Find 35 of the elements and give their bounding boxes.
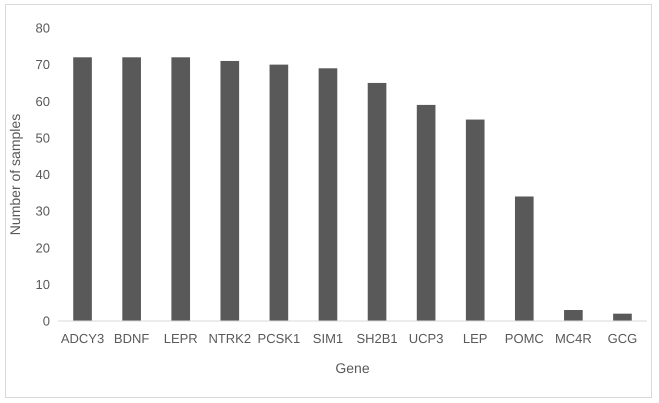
bar xyxy=(270,64,288,321)
bar xyxy=(171,57,190,321)
bar xyxy=(220,60,240,321)
x-tick-label: SIM1 xyxy=(312,331,344,346)
y-tick-label: 10 xyxy=(36,276,50,292)
x-tick-label: SH2B1 xyxy=(356,331,398,346)
x-tick-label: GCG xyxy=(608,331,638,346)
y-tick-label: 30 xyxy=(36,204,50,219)
y-tick-label: 80 xyxy=(36,20,50,36)
bar xyxy=(368,82,386,321)
x-tick-label: MC4R xyxy=(554,331,592,346)
x-tick-label: NTRK2 xyxy=(208,331,252,346)
x-tick-label: LEP xyxy=(462,331,488,346)
x-tick-label: PCSK1 xyxy=(258,331,300,346)
x-axis-title: Gene xyxy=(335,360,370,376)
bar xyxy=(416,104,436,321)
bar xyxy=(73,57,92,321)
x-tick-label: LEPR xyxy=(164,331,198,346)
x-tick-label: UCP3 xyxy=(408,331,444,346)
bar xyxy=(613,314,632,321)
y-tick-label: 0 xyxy=(42,314,50,329)
y-tick-label: 60 xyxy=(36,94,50,109)
bar xyxy=(514,196,534,321)
x-tick-label: BDNF xyxy=(114,331,150,346)
y-tick-label: 20 xyxy=(36,240,50,256)
x-tick-label: POMC xyxy=(504,331,544,346)
y-tick-label: 50 xyxy=(36,130,50,146)
bar xyxy=(466,120,485,321)
y-tick-label: 70 xyxy=(36,57,50,72)
bar xyxy=(564,310,583,321)
x-tick-label: ADCY3 xyxy=(60,331,104,346)
y-axis-title: Number of samples xyxy=(7,114,23,236)
y-tick-label: 40 xyxy=(36,167,50,182)
bar xyxy=(122,57,141,321)
bar xyxy=(318,68,338,321)
